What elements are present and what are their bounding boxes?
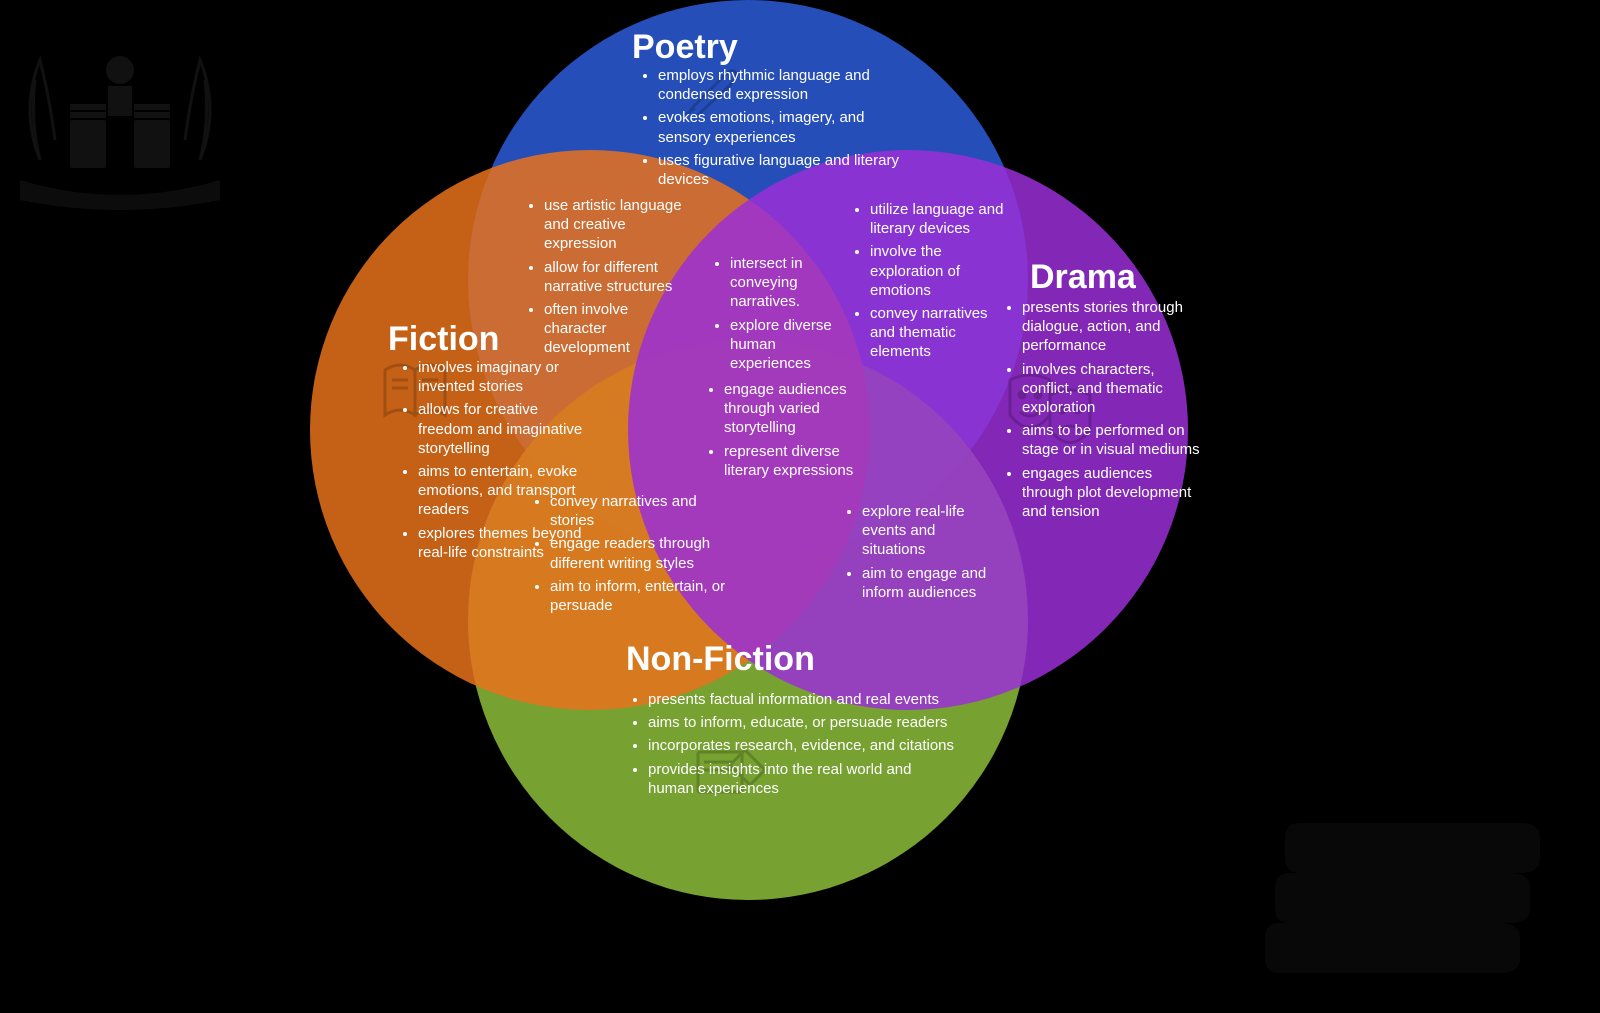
region-item: use artistic language and creative expre… [544, 196, 692, 254]
region-item: uses figurative language and literary de… [658, 151, 904, 189]
region-item: convey narratives and thematic elements [870, 304, 1008, 362]
fiction-nonfiction-region: convey narratives and stories engage read… [528, 492, 728, 619]
region-item: involve the exploration of emotions [870, 242, 1008, 300]
region-item: engages audiences through plot developme… [1022, 464, 1200, 522]
region-item: engage audiences through varied storytel… [724, 380, 862, 438]
region-item: involves imaginary or invented stories [418, 358, 596, 396]
region-item: explore diverse human experiences [730, 316, 858, 374]
region-item: intersect in conveying narratives. [730, 254, 858, 312]
region-item: involves characters, conflict, and thema… [1022, 360, 1200, 418]
poetry-fiction-drama-region: intersect in conveying narratives.explor… [708, 254, 858, 377]
center-all-region: engage audiences through varied storytel… [702, 380, 862, 484]
region-item: often involve character development [544, 300, 692, 358]
region-item: allows for creative freedom and imaginat… [418, 400, 596, 458]
region-item: incorporates research, evidence, and cit… [648, 736, 956, 755]
region-item: provides insights into the real world an… [648, 760, 956, 798]
poetry-fiction-region: use artistic language and creative expre… [522, 196, 692, 362]
book-stack-icon [1260, 773, 1540, 973]
region-item: convey narratives and stories [550, 492, 728, 530]
region-item: explore real-life events and situations [862, 502, 990, 560]
region-item: aims to inform, educate, or persuade rea… [648, 713, 956, 732]
poetry-only-region: employs rhythmic language and condensed … [636, 66, 904, 193]
drama-nonfiction-region: explore real-life events and situations a… [840, 502, 990, 606]
region-item: aim to engage and inform audiences [862, 564, 990, 602]
poetry-drama-region: utilize language and literary devices inv… [848, 200, 1008, 366]
region-item: represent diverse literary expressions [724, 442, 862, 480]
region-item: presents factual information and real ev… [648, 690, 956, 709]
region-item: presents stories through dialogue, actio… [1022, 298, 1200, 356]
region-item: engage readers through different writing… [550, 534, 728, 572]
region-item: evokes emotions, imagery, and sensory ex… [658, 108, 904, 146]
drama-only-region: presents stories through dialogue, actio… [1000, 298, 1200, 525]
nonfiction-title: Non-Fiction [626, 640, 815, 679]
region-item: aim to inform, entertain, or persuade [550, 577, 728, 615]
region-item: employs rhythmic language and condensed … [658, 66, 904, 104]
nonfiction-only-region: presents factual information and real ev… [626, 690, 956, 802]
fiction-title: Fiction [388, 320, 499, 359]
drama-title: Drama [1030, 258, 1136, 297]
region-item: aims to be performed on stage or in visu… [1022, 421, 1200, 459]
region-item: allow for different narrative structures [544, 258, 692, 296]
region-item: utilize language and literary devices [870, 200, 1008, 238]
laurel-books-icon [10, 10, 230, 210]
